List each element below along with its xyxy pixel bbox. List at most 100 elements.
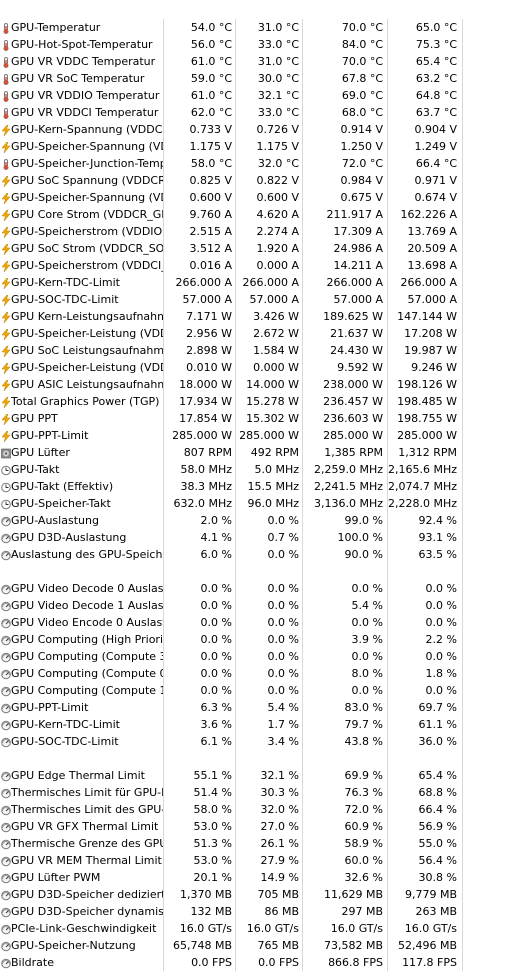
sensor-row[interactable]: GPU D3D-Speicher dediziert 1,370 MB 705 MB… [0, 886, 464, 903]
gauge-icon [1, 719, 11, 731]
sensor-row[interactable]: GPU Video Decode 1 Auslast... 0.0 % 0.0 % 5… [0, 597, 464, 614]
sensor-row[interactable]: GPU PPT 17.854 W 15.302 W 236.603 W 198.755 … [0, 410, 464, 427]
sensor-row[interactable]: GPU-Speicher-Spannung (VD... 0.600 V 0.600… [0, 189, 464, 206]
sensor-row[interactable]: GPU-Kern-TDC-Limit 3.6 % 1.7 % 79.7 % 61.1 % [0, 716, 464, 733]
lightning-icon-graphic [1, 243, 11, 256]
sensor-row[interactable]: GPU D3D-Auslastung 4.1 % 0.7 % 100.0 % 93.1 … [0, 529, 464, 546]
sensor-row[interactable]: GPU-SOC-TDC-Limit 6.1 % 3.4 % 43.8 % 36.0 % [0, 733, 464, 750]
current-value: 632.0 MHz [173, 497, 232, 510]
sensor-row[interactable]: GPU Lüfter PWM 20.1 % 14.9 % 32.6 % 30.8 % [0, 869, 464, 886]
sensor-name: GPU-SOC-TDC-Limit [11, 293, 119, 306]
sensor-row[interactable]: GPU Lüfter 807 RPM 492 RPM 1,385 RPM 1,312 R… [0, 444, 464, 461]
maximum-value: 266.000 A [326, 276, 383, 289]
sensor-row[interactable]: GPU SoC Strom (VDDCR_SOC) 3.512 A 1.920 A 2… [0, 240, 464, 257]
sensor-row[interactable]: PCIe-Link-Geschwindigkeit 16.0 GT/s 16.0 G… [0, 920, 464, 937]
minimum-value: 3.426 W [253, 310, 299, 323]
sensor-row[interactable]: GPU-Speicher-Spannung (VD... 1.175 V 1.175… [0, 138, 464, 155]
clock-icon-graphic [1, 482, 11, 493]
sensor-row[interactable]: GPU VR VDDCI Temperatur 62.0 °C 33.0 °C 68.… [0, 104, 464, 121]
current-value: 55.1 % [193, 769, 232, 782]
sensor-row[interactable]: GPU VR GFX Thermal Limit 53.0 % 27.0 % 60.9… [0, 818, 464, 835]
average-value: 1.249 V [414, 140, 457, 153]
lightning-icon [1, 175, 11, 188]
sensor-row[interactable]: GPU VR VDDIO Temperatur 61.0 °C 32.1 °C 69.… [0, 87, 464, 104]
sensor-row[interactable]: GPU-Kern-Spannung (VDDCR... 0.733 V 0.726 … [0, 121, 464, 138]
gauge-icon [1, 617, 11, 629]
sensor-row[interactable]: GPU Computing (High Priority... 0.0 % 0.0 … [0, 631, 464, 648]
maximum-value: 0.984 V [340, 174, 383, 187]
minimum-value: 0.0 % [267, 599, 299, 612]
sensor-row[interactable]: Thermisches Limit für GPU-Ho... 51.4 % 30.… [0, 784, 464, 801]
column-divider [163, 19, 164, 971]
sensor-row[interactable]: GPU-PPT-Limit 285.000 W 285.000 W 285.000 W… [0, 427, 464, 444]
sensor-row[interactable]: GPU-Takt (Effektiv) 38.3 MHz 15.5 MHz 2,241… [0, 478, 464, 495]
current-value: 0.0 % [200, 633, 232, 646]
sensor-row[interactable]: GPU-Speicherstrom (VDDIO) 2.515 A 2.274 A 1… [0, 223, 464, 240]
current-value: 51.3 % [193, 837, 232, 850]
sensor-row[interactable]: GPU-Speicherstrom (VDDCI_... 0.016 A 0.000… [0, 257, 464, 274]
sensor-row[interactable]: GPU Computing (Compute 1) ... 0.0 % 0.0 % 0… [0, 682, 464, 699]
lightning-icon-graphic [1, 260, 11, 273]
sensor-row[interactable]: GPU SoC Leistungsaufnahme... 2.898 W 1.584… [0, 342, 464, 359]
current-value: 61.0 °C [190, 55, 232, 68]
average-value: 0.904 V [414, 123, 457, 136]
gauge-icon-graphic [1, 635, 11, 646]
sensor-row[interactable]: Bildrate 0.0 FPS 0.0 FPS 866.8 FPS 117.8 FPS [0, 954, 464, 971]
minimum-value: 1.920 A [256, 242, 299, 255]
sensor-row[interactable]: GPU Edge Thermal Limit 55.1 % 32.1 % 69.9 %… [0, 767, 464, 784]
sensor-row[interactable]: GPU-Speicher-Junction-Temp... 58.0 °C 32.0… [0, 155, 464, 172]
sensor-row[interactable]: GPU-Speicher-Leistung (VDDIO) 2.956 W 2.67… [0, 325, 464, 342]
average-value: 0.0 % [425, 599, 457, 612]
sensor-row[interactable]: GPU-Hot-Spot-Temperatur 56.0 °C 33.0 °C 84.… [0, 36, 464, 53]
sensor-row[interactable]: GPU VR VDDC Temperatur 61.0 °C 31.0 °C 70.0… [0, 53, 464, 70]
minimum-value: 0.0 % [267, 633, 299, 646]
sensor-row[interactable]: GPU Video Encode 0 Auslastung 0.0 % 0.0 % 0… [0, 614, 464, 631]
average-value: 0.0 % [425, 650, 457, 663]
sensor-row[interactable]: GPU-Speicher-Nutzung 65,748 MB 765 MB 73,58… [0, 937, 464, 954]
sensor-row[interactable]: Auslastung des GPU-Speiche... 6.0 % 0.0 % 9… [0, 546, 464, 563]
sensor-row[interactable]: Thermisches Limit des GPU-S... 58.0 % 32.0… [0, 801, 464, 818]
sensor-row[interactable]: Total Graphics Power (TGP) 17.934 W 15.278… [0, 393, 464, 410]
sensor-name: GPU Lüfter [11, 446, 70, 459]
minimum-value: 16.0 GT/s [246, 922, 299, 935]
maximum-value: 16.0 GT/s [330, 922, 383, 935]
sensor-row[interactable]: GPU D3D-Speicher dynamisch 132 MB 86 MB 297… [0, 903, 464, 920]
sensor-row[interactable]: GPU-SOC-TDC-Limit 57.000 A 57.000 A 57.000 … [0, 291, 464, 308]
sensor-row[interactable]: GPU-Kern-TDC-Limit 266.000 A 266.000 A 266.… [0, 274, 464, 291]
minimum-value: 2.274 A [256, 225, 299, 238]
minimum-value: 27.0 % [260, 820, 299, 833]
sensor-row[interactable]: GPU-PPT-Limit 6.3 % 5.4 % 83.0 % 69.7 % [0, 699, 464, 716]
gauge-icon-graphic [1, 873, 11, 884]
sensor-row[interactable]: GPU ASIC Leistungsaufnahme 18.000 W 14.000… [0, 376, 464, 393]
sensor-row[interactable]: Thermische Grenze des GPU-... 51.3 % 26.1 … [0, 835, 464, 852]
sensor-row[interactable]: GPU-Auslastung 2.0 % 0.0 % 99.0 % 92.4 % [0, 512, 464, 529]
minimum-value: 27.9 % [260, 854, 299, 867]
sensor-name: GPU Kern-Leistungsaufnahm... [11, 310, 163, 323]
sensor-row[interactable]: GPU Computing (Compute 0) ... 0.0 % 0.0 % 8… [0, 665, 464, 682]
sensor-row[interactable]: GPU SoC Spannung (VDDCR_... 0.825 V 0.822 … [0, 172, 464, 189]
sensor-row[interactable]: GPU-Temperatur 54.0 °C 31.0 °C 70.0 °C 65.0 … [0, 19, 464, 36]
sensor-row[interactable]: GPU-Speicher-Takt 632.0 MHz 96.0 MHz 3,136.… [0, 495, 464, 512]
minimum-value: 33.0 °C [257, 38, 299, 51]
sensor-row[interactable]: GPU Computing (Compute 3) ... 0.0 % 0.0 % 0… [0, 648, 464, 665]
minimum-value: 705 MB [257, 888, 299, 901]
sensor-row[interactable]: GPU VR SoC Temperatur 59.0 °C 30.0 °C 67.8 … [0, 70, 464, 87]
average-value: 162.226 A [400, 208, 457, 221]
maximum-value: 238.000 W [323, 378, 383, 391]
sensor-name: Total Graphics Power (TGP) [11, 395, 160, 408]
sensor-row[interactable]: GPU Video Decode 0 Auslast... 0.0 % 0.0 % 0… [0, 580, 464, 597]
minimum-value: 0.0 % [267, 650, 299, 663]
sensor-row[interactable]: GPU Core Strom (VDDCR_GFX) 9.760 A 4.620 A… [0, 206, 464, 223]
sensor-name: Thermisches Limit des GPU-S... [11, 803, 163, 816]
minimum-value: 0.000 W [253, 361, 299, 374]
sensor-name: GPU Computing (Compute 3) ... [11, 650, 163, 663]
sensor-row[interactable]: GPU Kern-Leistungsaufnahm... 7.171 W 3.426… [0, 308, 464, 325]
column-divider [462, 19, 463, 971]
maximum-value: 58.9 % [344, 837, 383, 850]
thermometer-icon [1, 39, 11, 52]
sensor-row[interactable]: GPU-Takt 58.0 MHz 5.0 MHz 2,259.0 MHz 2,165.… [0, 461, 464, 478]
minimum-value: 32.0 % [260, 803, 299, 816]
sensor-row[interactable]: GPU VR MEM Thermal Limit 53.0 % 27.9 % 60.0… [0, 852, 464, 869]
sensor-row[interactable]: GPU-Speicher-Leistung (VDD... 0.010 W 0.00… [0, 359, 464, 376]
gauge-icon-graphic [1, 924, 11, 935]
